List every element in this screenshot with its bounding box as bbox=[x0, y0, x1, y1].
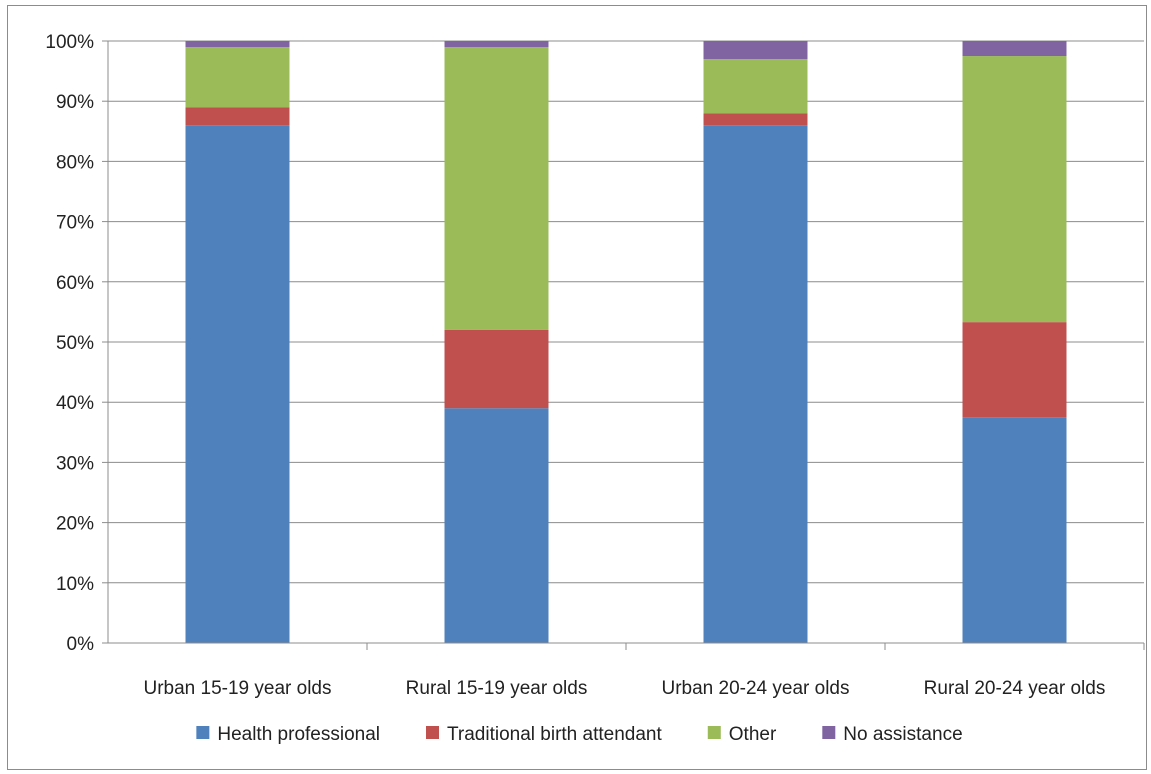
bar-segment bbox=[185, 41, 290, 48]
y-tick-label: 70% bbox=[56, 213, 94, 234]
y-tick-label: 80% bbox=[56, 152, 94, 173]
legend-swatch bbox=[196, 726, 210, 739]
legend-label: Health professional bbox=[217, 724, 380, 745]
legend-swatch bbox=[707, 726, 721, 739]
bar-segment bbox=[962, 322, 1067, 418]
legend-swatch bbox=[426, 726, 440, 739]
bar-segment bbox=[444, 41, 549, 48]
y-tick-label: 100% bbox=[45, 32, 94, 53]
bar-segment bbox=[185, 47, 290, 108]
bar-segment bbox=[703, 41, 808, 60]
bar-segment bbox=[962, 41, 1067, 57]
y-tick-label: 0% bbox=[67, 634, 95, 655]
legend-label: Traditional birth attendant bbox=[447, 724, 662, 745]
bar-segment bbox=[962, 56, 1067, 323]
y-tick-label: 60% bbox=[56, 273, 94, 294]
bar-segment bbox=[703, 59, 808, 114]
bar-segment bbox=[444, 408, 549, 643]
x-category-label: Urban 20-24 year olds bbox=[662, 678, 850, 699]
y-tick-label: 40% bbox=[56, 393, 94, 414]
bar-segment bbox=[703, 125, 808, 643]
bar-segment bbox=[444, 47, 549, 330]
x-category-label: Urban 15-19 year olds bbox=[144, 678, 332, 699]
legend: Health professional Traditional birth att… bbox=[196, 724, 963, 745]
x-category-label: Rural 20-24 year olds bbox=[924, 678, 1106, 699]
bars bbox=[185, 41, 1067, 643]
y-tick-label: 10% bbox=[56, 574, 94, 595]
y-tick-label: 20% bbox=[56, 514, 94, 535]
legend-label: Other bbox=[729, 724, 777, 745]
legend-swatch bbox=[822, 726, 836, 739]
y-tick-label: 90% bbox=[56, 92, 94, 113]
bar-segment bbox=[703, 113, 808, 126]
y-tick-labels: 0% 10% 20% 30% 40% 50% 60% 70% 80% 90% 100% bbox=[45, 32, 94, 655]
axes bbox=[102, 40, 1145, 650]
x-category-label: Rural 15-19 year olds bbox=[406, 678, 588, 699]
legend-label: No assistance bbox=[843, 724, 962, 745]
bar-segment bbox=[185, 125, 290, 643]
x-category-labels: Urban 15-19 year olds Rural 15-19 year ol… bbox=[144, 678, 1106, 699]
bar-segment bbox=[185, 107, 290, 126]
y-tick-label: 30% bbox=[56, 453, 94, 474]
bar-segment bbox=[444, 329, 549, 409]
bar-segment bbox=[962, 417, 1067, 643]
y-tick-label: 50% bbox=[56, 333, 94, 354]
